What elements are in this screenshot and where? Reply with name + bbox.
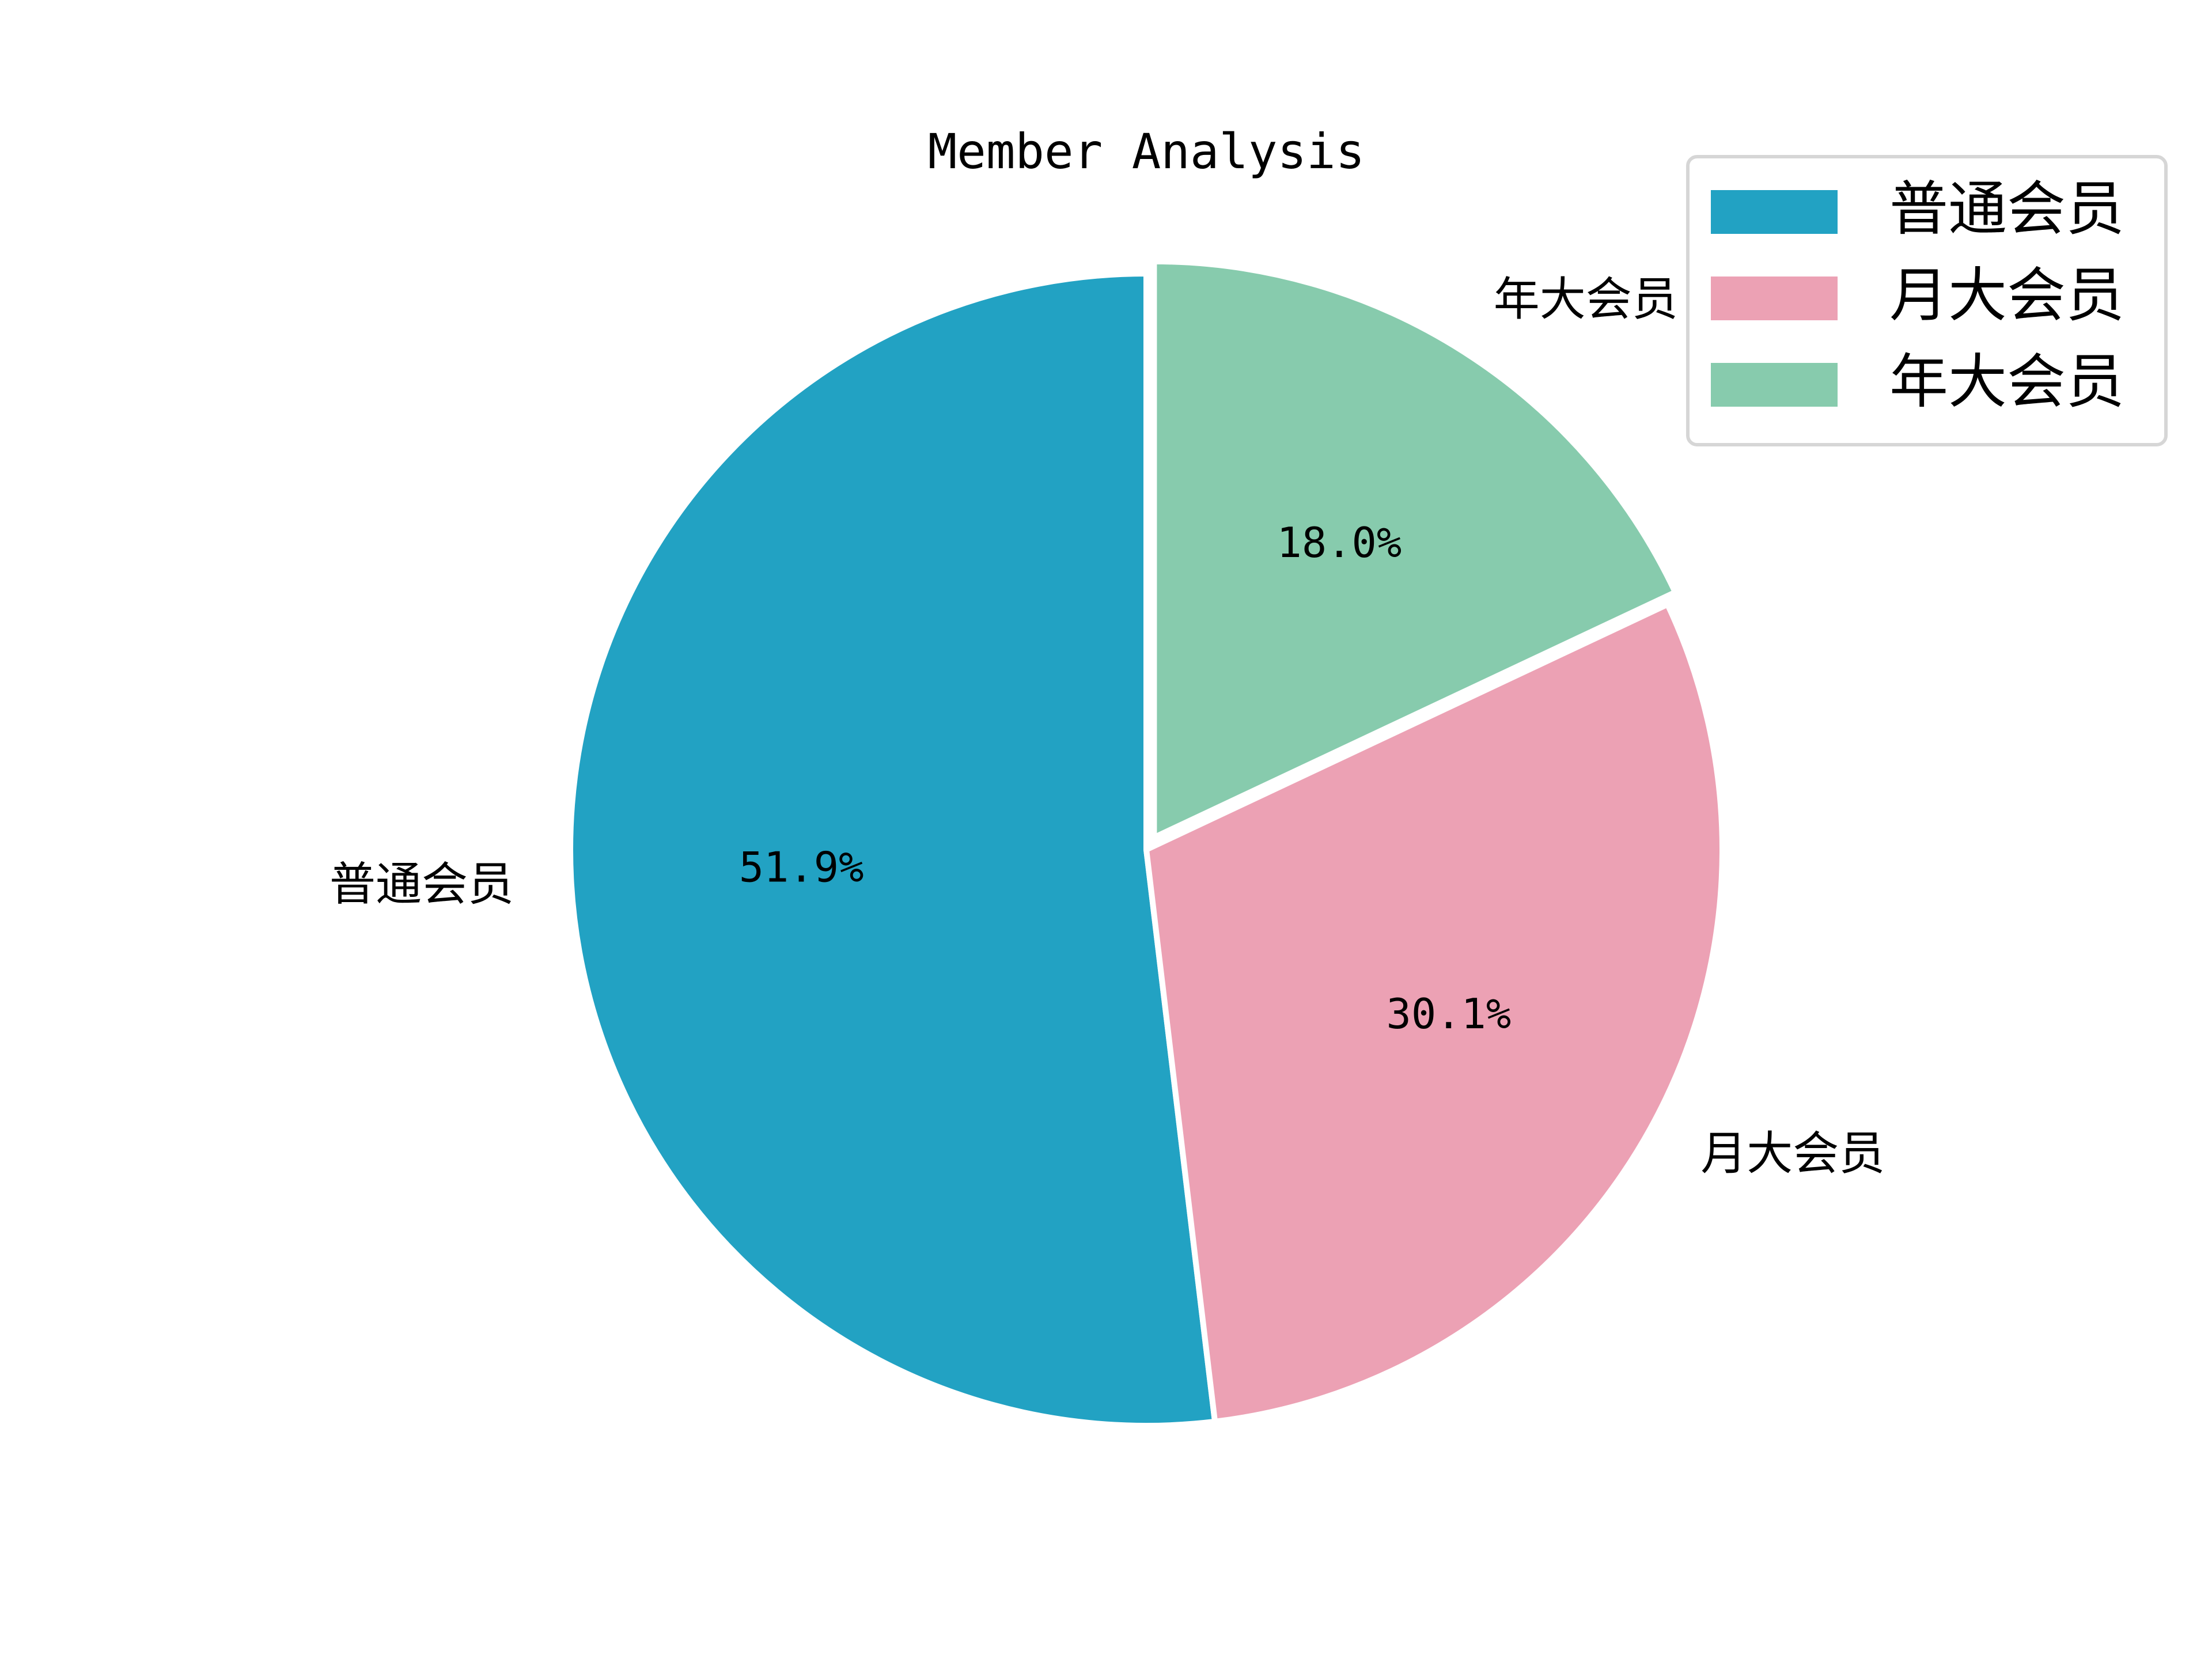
slice-label: 月大会员 bbox=[1700, 1127, 1885, 1180]
slice-label: 普通会员 bbox=[329, 858, 514, 911]
pie-labels: 普通会员 51.9% 月大会员 30.1% 年大会员 18.0% bbox=[329, 272, 1885, 1180]
slice-percent-label: 51.9% bbox=[739, 843, 864, 891]
legend-swatch bbox=[1711, 190, 1838, 234]
legend-label: 月大会员 bbox=[1889, 262, 2124, 330]
legend-swatch bbox=[1711, 363, 1838, 407]
legend-label: 年大会员 bbox=[1889, 348, 2124, 416]
pie-slices bbox=[567, 258, 1725, 1429]
slice-percent-label: 18.0% bbox=[1277, 518, 1402, 567]
legend-label: 普通会员 bbox=[1889, 175, 2124, 244]
slice-percent-label: 30.1% bbox=[1386, 990, 1511, 1038]
pie-slice bbox=[1143, 601, 1725, 1425]
pie-slice bbox=[1151, 258, 1679, 840]
chart-title: Member Analysis bbox=[928, 123, 1365, 180]
slice-label: 年大会员 bbox=[1494, 272, 1678, 326]
legend-swatch bbox=[1711, 276, 1838, 320]
pie-slice bbox=[567, 271, 1218, 1429]
